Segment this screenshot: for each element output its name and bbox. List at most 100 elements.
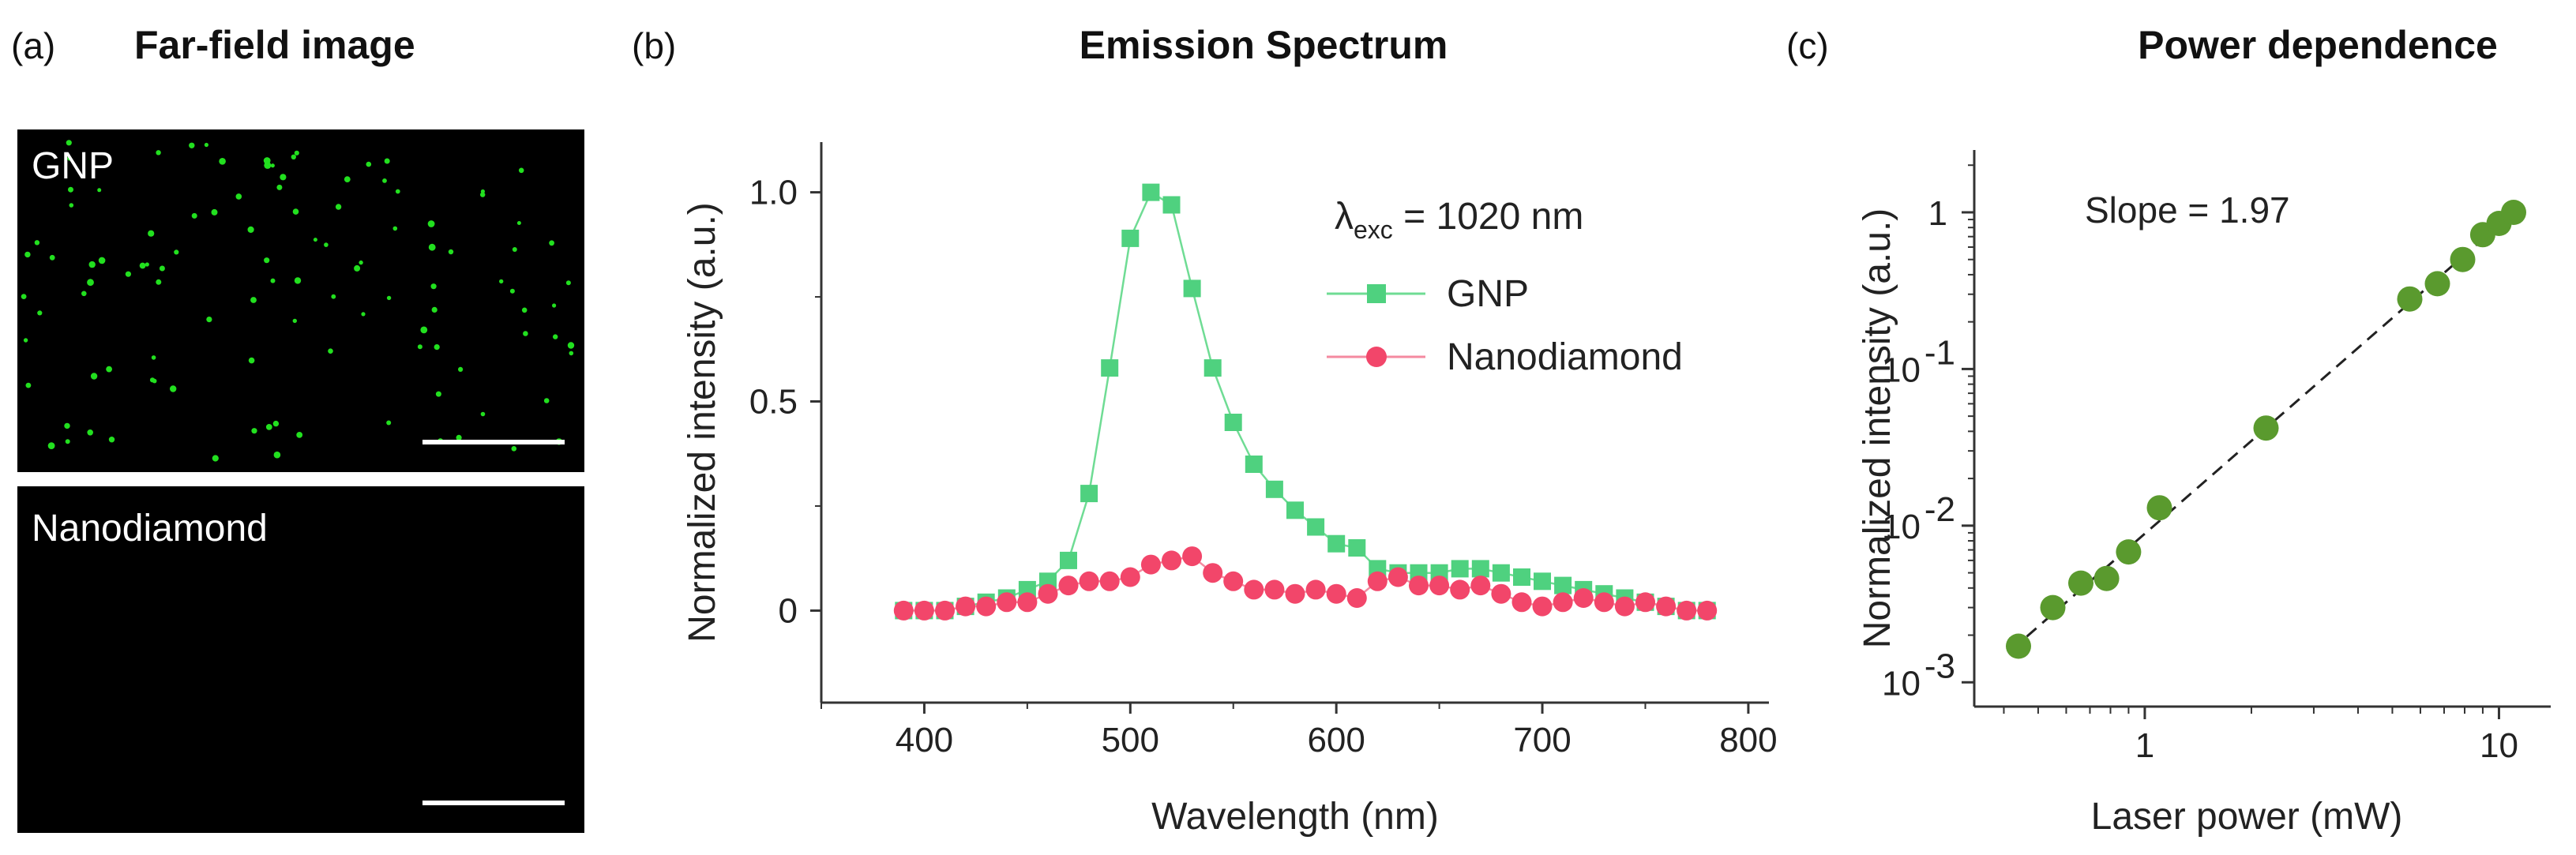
gnp-particle xyxy=(25,382,32,388)
gnp-particle xyxy=(354,264,361,272)
gnp-particle xyxy=(276,184,283,190)
nanodiamond-point xyxy=(1017,592,1038,613)
gnp-particle xyxy=(219,158,226,165)
gnp-particle xyxy=(292,318,297,324)
y-tick-label: 1 xyxy=(1928,194,1947,233)
series-line-nanodiamond xyxy=(903,555,1707,612)
gnp-particle xyxy=(64,422,70,429)
panel-b-label: (b) xyxy=(632,25,676,66)
gnp-particle xyxy=(335,204,342,210)
gnp-particle xyxy=(294,277,302,284)
y-tick-label: 0 xyxy=(779,591,798,630)
gnp-particle xyxy=(151,355,156,360)
gnp-particle xyxy=(148,230,155,237)
power-point xyxy=(2040,594,2066,621)
gnp-point xyxy=(1245,456,1263,473)
gnp-point xyxy=(1265,480,1283,498)
gnp-point xyxy=(1327,534,1346,553)
gnp-particle xyxy=(81,291,87,297)
gnp-particle xyxy=(296,432,303,438)
nanodiamond-point xyxy=(1264,579,1285,600)
gnp-particle xyxy=(212,455,219,462)
gnp-particle xyxy=(23,338,28,343)
y-tick-label: 1.0 xyxy=(749,174,798,212)
gnp-particle xyxy=(68,186,73,193)
gnp-particle xyxy=(458,366,464,372)
gnp-particle xyxy=(97,188,102,193)
gnp-particle xyxy=(87,279,94,287)
gnp-point xyxy=(1471,560,1489,578)
gnp-particle xyxy=(480,411,486,417)
gnp-particle xyxy=(34,240,40,246)
gnp-particle xyxy=(518,167,524,174)
gnp-particle xyxy=(139,262,146,269)
legend-label: GNP xyxy=(1447,273,1529,315)
emission-spectrum-chart: 400 500 600 700 800 0 0.5 1.0 Wavelength (nm) Nor… xyxy=(682,142,1778,838)
nanodiamond-point xyxy=(1223,571,1244,591)
gnp-point xyxy=(1307,518,1325,536)
gnp-particle xyxy=(294,150,299,156)
gnp-particle xyxy=(386,420,392,426)
nanodiamond-point xyxy=(1573,588,1594,608)
gnp-point xyxy=(1451,560,1469,578)
nanodiamond-point xyxy=(1244,579,1264,600)
power-point xyxy=(2253,415,2279,441)
power-point xyxy=(2146,495,2172,521)
gnp-particle xyxy=(106,366,113,373)
nanodiamond-point xyxy=(1203,563,1223,583)
nanodiamond-point xyxy=(1285,583,1305,604)
y-axis-title: Normalized intensity (a.u.) xyxy=(1857,208,1898,649)
nanodiamond-point xyxy=(1491,583,1511,604)
gnp-particle xyxy=(386,295,392,301)
gnp-particle xyxy=(543,398,550,403)
nanodiamond-point xyxy=(1099,571,1120,591)
x-tick-label: 1 xyxy=(2135,726,2154,765)
gnp-particle xyxy=(427,220,435,227)
gnp-particle xyxy=(553,334,558,339)
gnp-particle xyxy=(145,262,149,267)
panel-a-title: Far-field image xyxy=(134,23,415,67)
power-point xyxy=(2501,200,2526,225)
gnp-particle xyxy=(248,357,255,364)
gnp-particle xyxy=(90,373,98,380)
gnp-particle xyxy=(206,317,212,323)
gnp-particle xyxy=(69,203,74,208)
gnp-particle xyxy=(366,161,372,167)
x-axis-title: Laser power (mW) xyxy=(2091,796,2403,838)
nanodiamond-point xyxy=(997,592,1017,613)
gnp-particle xyxy=(250,297,257,303)
gnp-particle xyxy=(512,247,517,252)
gnp-particle xyxy=(434,344,440,351)
gnp-particle xyxy=(273,451,281,459)
nanodiamond-point xyxy=(1697,600,1718,621)
gnp-particle xyxy=(108,437,115,443)
gnp-particle xyxy=(331,294,336,299)
gnp-point xyxy=(1183,279,1201,298)
y-tick-exponent: -2 xyxy=(1924,490,1955,529)
gnp-particle xyxy=(191,212,197,219)
gnp-point xyxy=(1348,539,1366,557)
power-point xyxy=(2006,633,2031,659)
gnp-particle xyxy=(156,279,162,285)
gnp-point xyxy=(1080,485,1098,503)
power-point xyxy=(2068,570,2093,596)
gnp-particle xyxy=(511,446,517,452)
nanodiamond-image-label: Nanodiamond xyxy=(32,508,268,549)
gnp-particle xyxy=(328,348,333,354)
gnp-particle xyxy=(456,434,462,441)
gnp-particle xyxy=(189,142,195,148)
gnp-particle xyxy=(291,154,296,159)
slope-annotation: Slope = 1.97 xyxy=(2085,189,2290,231)
gnp-particle xyxy=(516,221,521,225)
gnp-particle xyxy=(417,344,422,350)
nanodiamond-point xyxy=(1182,546,1203,567)
nanodiamond-point xyxy=(1677,600,1697,621)
nanodiamond-point xyxy=(956,596,976,617)
legend-marker-nanodiamond xyxy=(1366,347,1387,367)
nanodiamond-point xyxy=(1388,567,1408,587)
x-tick-label: 800 xyxy=(1719,721,1777,759)
nanodiamond-point xyxy=(1532,596,1553,617)
nanodiamond-point xyxy=(893,600,914,621)
